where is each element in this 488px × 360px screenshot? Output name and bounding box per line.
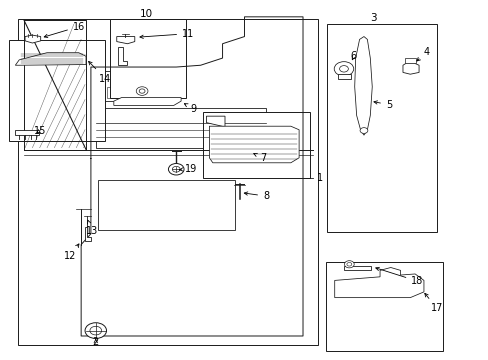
Text: 4: 4 [416,46,429,61]
Polygon shape [337,74,350,79]
Polygon shape [334,267,423,298]
Bar [326,262,443,351]
Text: 18: 18 [375,267,423,286]
Bar [327,24,436,232]
Polygon shape [118,47,127,65]
Polygon shape [15,130,39,135]
Bar [98,180,234,230]
Circle shape [139,89,145,93]
Circle shape [90,326,102,335]
Text: 8: 8 [244,191,268,201]
Polygon shape [84,226,91,241]
Text: 5: 5 [373,100,391,110]
Polygon shape [405,58,415,63]
Polygon shape [344,266,370,270]
Text: 9: 9 [184,104,197,114]
Circle shape [168,163,183,175]
Circle shape [85,323,106,338]
Bar [116,87,123,98]
Text: 1: 1 [316,173,322,183]
Bar [107,87,114,98]
Text: 16: 16 [44,22,85,37]
Text: 14: 14 [88,62,111,84]
Text: 3: 3 [369,13,376,23]
Polygon shape [206,116,224,127]
Polygon shape [15,53,86,65]
Polygon shape [114,98,181,105]
Polygon shape [354,37,371,135]
Text: 12: 12 [64,244,79,261]
Bar [96,108,266,148]
Polygon shape [117,37,135,44]
Bar [125,87,132,98]
Bar [93,71,161,101]
Text: 10: 10 [139,9,152,19]
Text: 6: 6 [350,51,356,61]
Polygon shape [25,35,41,43]
Text: 17: 17 [424,293,442,314]
Text: 19: 19 [179,163,197,174]
Circle shape [136,87,148,95]
Bar [18,19,317,345]
Text: 15: 15 [34,126,46,135]
Text: 7: 7 [253,153,266,163]
Text: 13: 13 [86,220,98,236]
Text: 11: 11 [140,29,194,39]
Circle shape [346,262,351,266]
Circle shape [333,62,353,76]
Circle shape [339,66,347,72]
Bar [203,112,310,178]
Circle shape [359,128,367,134]
Bar [98,87,105,98]
Bar [110,19,185,98]
Text: 2: 2 [92,337,99,347]
Polygon shape [209,126,299,163]
Circle shape [344,261,353,268]
Bar [9,40,104,140]
Polygon shape [402,63,418,74]
Circle shape [172,166,180,172]
